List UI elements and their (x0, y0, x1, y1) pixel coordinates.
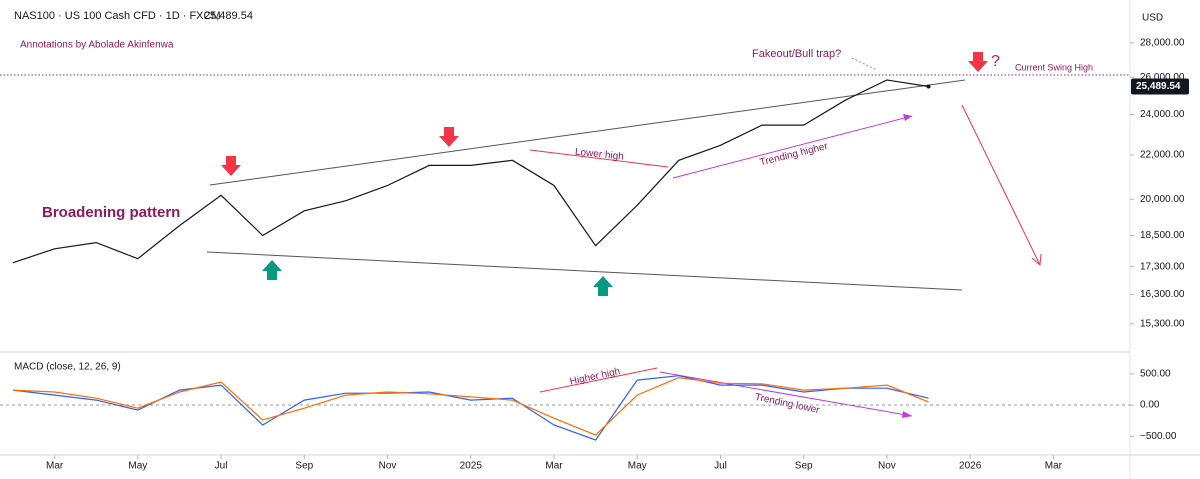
y-tick-label: 28,000.00 (1140, 37, 1185, 48)
y-tick-label: 16,300.00 (1140, 289, 1185, 300)
y-tick-label: 24,000.00 (1140, 109, 1185, 120)
x-tick-label: Mar (545, 461, 563, 472)
header-price: 25,489.54 (204, 10, 253, 22)
lower-high-line (529, 149, 669, 168)
y-tick-label: −500.00 (1140, 431, 1177, 442)
x-tick-label: 2025 (460, 461, 483, 472)
y-tick-label: 17,300.00 (1140, 261, 1185, 272)
upper-trendline (209, 79, 966, 186)
x-tick-label: Mar (1045, 461, 1063, 472)
fakeout-label: Fakeout/Bull trap? (752, 48, 841, 60)
question-mark: ? (991, 53, 1000, 70)
x-tick-label: May (128, 461, 147, 472)
arrowhead (903, 114, 912, 121)
series-line (12, 376, 929, 436)
y-tick-label: 18,500.00 (1140, 230, 1185, 241)
y-tick-label: 500.00 (1140, 368, 1171, 379)
y-tick-label: 0.00 (1140, 400, 1160, 411)
up-arrows (262, 260, 613, 296)
x-tick-label: Nov (878, 461, 896, 472)
x-tick-label: May (628, 461, 647, 472)
lower-high-label: Lower high (574, 147, 624, 163)
series-line (12, 79, 929, 264)
y-tick-label: 26,000.00 (1140, 72, 1185, 83)
price-tag (1131, 78, 1189, 95)
x-tick-label: Mar (46, 461, 64, 472)
last-point (926, 84, 931, 89)
trend-arrow (672, 115, 913, 179)
lower-trendline (206, 251, 963, 291)
arrowhead (902, 411, 912, 418)
price-tag-label: 25,489.54 (1136, 81, 1181, 92)
projection-arrow (961, 104, 1041, 266)
y-tick-label: 22,000.00 (1140, 150, 1185, 161)
indicator-title: MACD (close, 12, 26, 9) (14, 362, 121, 373)
symbol[interactable]: NAS100 · US 100 Cash CFD · 1D · FXCM (14, 10, 221, 22)
credit: Annotations by Abolade Akinfenwa (20, 40, 174, 51)
y-tick-label: 20,000.00 (1140, 194, 1185, 205)
arrowhead (1031, 253, 1042, 267)
x-tick-label: Sep (295, 461, 313, 472)
currency: USD (1142, 13, 1163, 24)
down-arrows (221, 52, 988, 176)
pattern-label: Broadening pattern (42, 204, 180, 221)
x-tick-label: Jul (714, 461, 727, 472)
x-tick-label: Jul (215, 461, 228, 472)
macd-trend-arrow (659, 371, 913, 417)
y-tick-label: 15,300.00 (1140, 318, 1185, 329)
x-tick-label: Sep (795, 461, 813, 472)
swing-high-label: Current Swing High (1015, 62, 1093, 72)
pointer (851, 57, 878, 71)
higher-high-line (539, 367, 658, 393)
x-tick-label: Nov (379, 461, 397, 472)
x-tick-label: 2026 (959, 461, 982, 472)
